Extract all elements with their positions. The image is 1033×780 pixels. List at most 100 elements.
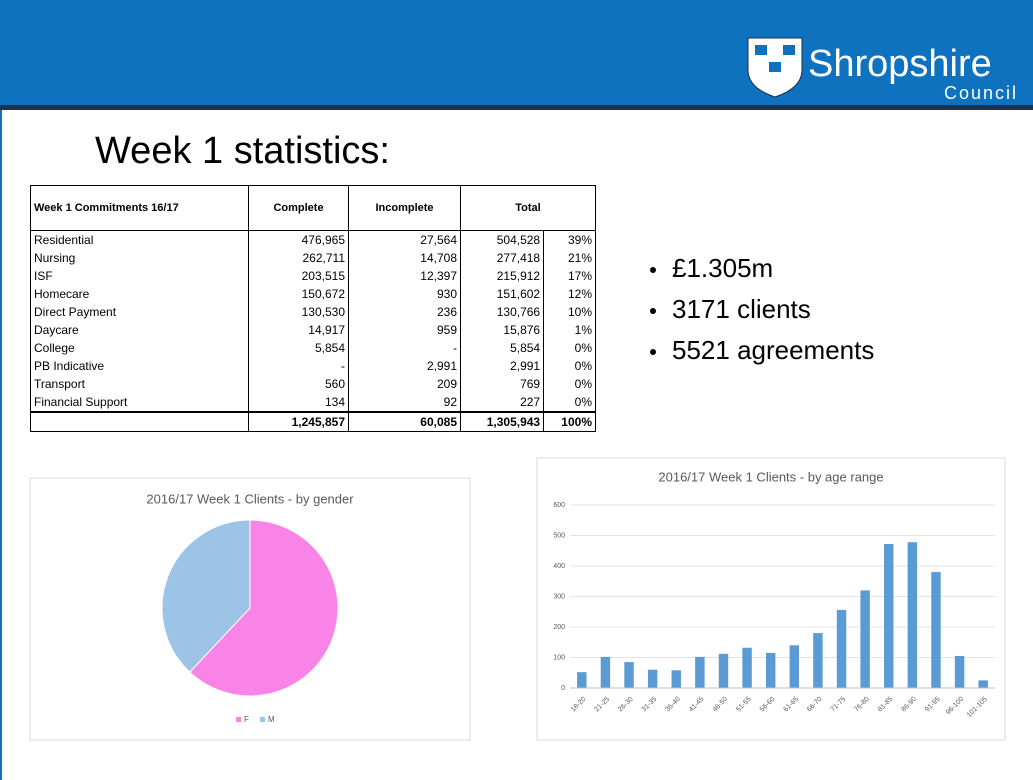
header-cell: Week 1 Commitments 16/17: [30, 185, 249, 231]
table-cell: 92: [348, 393, 461, 412]
y-tick-label: 200: [553, 624, 565, 631]
table-cell: 5,854: [248, 339, 349, 357]
table-row: Nursing 262,711 14,708 277,418 21%: [30, 249, 596, 267]
legend-swatch: [236, 717, 241, 722]
table-cell: 227: [459, 393, 545, 412]
table-row: College 5,854-5,854 0%: [30, 339, 596, 357]
table-cell-blank: [30, 411, 249, 432]
table-row: Residential 476,965 27,564 504,528 39%: [30, 230, 596, 249]
table-cell: 504,528: [459, 230, 545, 249]
table-cell: -: [248, 357, 349, 375]
y-tick-label: 600: [553, 502, 565, 509]
table-cell: 10%: [543, 303, 596, 321]
header-rule: [0, 105, 1033, 110]
total-cell: 60,085: [348, 411, 461, 432]
table-cell: 2,991: [348, 357, 461, 375]
table-cell: 930: [348, 285, 461, 303]
bar: [624, 662, 634, 688]
bullet-dot: [650, 267, 656, 273]
table-header-row: Week 1 Commitments 16/17 Complete Incomple…: [30, 185, 596, 231]
total-cell: 100%: [543, 411, 596, 432]
y-tick-label: 0: [561, 685, 565, 692]
table-cell: -: [348, 339, 461, 357]
table-cell: 0%: [543, 357, 596, 375]
bar: [765, 652, 776, 688]
logo-sub: Council: [944, 83, 1018, 103]
bar: [600, 656, 611, 688]
legend-swatch: [260, 717, 265, 722]
table-cell: 209: [348, 375, 461, 393]
table-cell: 2,991: [459, 357, 545, 375]
table-cell: 215,912: [459, 267, 545, 285]
table-cell: 236: [348, 303, 461, 321]
table-cell: Nursing: [30, 249, 249, 267]
y-tick-label: 100: [553, 654, 565, 661]
bar: [884, 544, 894, 688]
header-bar: [0, 0, 1033, 105]
header-cell: Total: [460, 185, 596, 231]
table-cell: 0%: [543, 375, 596, 393]
bar: [907, 542, 918, 688]
table-total-row: 1,245,857 60,085 1,305,943 100%: [30, 411, 596, 432]
bar: [718, 653, 729, 688]
chart-title: 2016/17 Week 1 Clients - by age range: [658, 469, 883, 484]
table-cell: 17%: [543, 267, 596, 285]
table-row: Transport 560 209 769 0%: [30, 375, 596, 393]
chart-title: 2016/17 Week 1 Clients - by gender: [146, 491, 354, 506]
table-cell: 15,876: [459, 321, 545, 339]
table-cell: 27,564: [348, 230, 461, 249]
header-cell: Incomplete: [348, 185, 461, 231]
bar: [860, 590, 870, 688]
table-cell: College: [30, 339, 249, 357]
table-cell: 203,515: [248, 267, 349, 285]
bar: [836, 609, 847, 688]
table-row: Financial Support 134 92 227 0%: [30, 393, 596, 412]
table-cell: 277,418: [459, 249, 545, 267]
bar: [954, 655, 965, 688]
table-cell: 150,672: [248, 285, 349, 303]
bar: [813, 633, 823, 688]
total-cell: 1,305,943: [459, 411, 545, 432]
bar: [742, 647, 752, 688]
table-cell: 39%: [543, 230, 596, 249]
table-cell: Financial Support: [30, 393, 249, 412]
y-tick-label: 400: [553, 563, 565, 570]
table-cell: 959: [348, 321, 461, 339]
table-cell: Daycare: [30, 321, 249, 339]
table-cell: 130,766: [459, 303, 545, 321]
bullet-text: 5521 agreements: [672, 335, 874, 365]
table-cell: 0%: [543, 339, 596, 357]
table-cell: 14,708: [348, 249, 461, 267]
table-cell: 476,965: [248, 230, 349, 249]
table-cell: PB Indicative: [30, 357, 249, 375]
legend-label: F: [244, 715, 249, 724]
table-cell: 12,397: [348, 267, 461, 285]
bullet-text: 3171 clients: [672, 294, 811, 324]
logo-name: Shropshire: [808, 43, 992, 85]
table-cell: 0%: [543, 393, 596, 412]
logo-emblem: [755, 45, 795, 72]
legend-label: M: [268, 715, 275, 724]
table-cell: Direct Payment: [30, 303, 249, 321]
table-cell: 769: [459, 375, 545, 393]
y-tick-label: 300: [553, 593, 565, 600]
table-row: ISF 203,515 12,397 215,912 17%: [30, 267, 596, 285]
table-cell: 21%: [543, 249, 596, 267]
header-cell: Complete: [248, 185, 349, 231]
table-cell: Residential: [30, 230, 249, 249]
table-row: Direct Payment 130,530 236 130,766 10%: [30, 303, 596, 321]
table-cell: ISF: [30, 267, 249, 285]
bar: [789, 645, 800, 688]
bullet-text: £1.305m: [672, 253, 773, 283]
pie-slice: [189, 519, 339, 697]
bar: [931, 572, 941, 688]
bar: [695, 656, 705, 688]
slide-title: Week 1 statistics:: [95, 130, 390, 172]
table-cell: Transport: [30, 375, 249, 393]
table-cell: 12%: [543, 285, 596, 303]
commitments-table: Week 1 Commitments 16/17 Complete Incomple…: [30, 185, 596, 432]
table-cell: 130,530: [248, 303, 349, 321]
left-edge: [0, 110, 2, 780]
table-cell: 5,854: [459, 339, 545, 357]
